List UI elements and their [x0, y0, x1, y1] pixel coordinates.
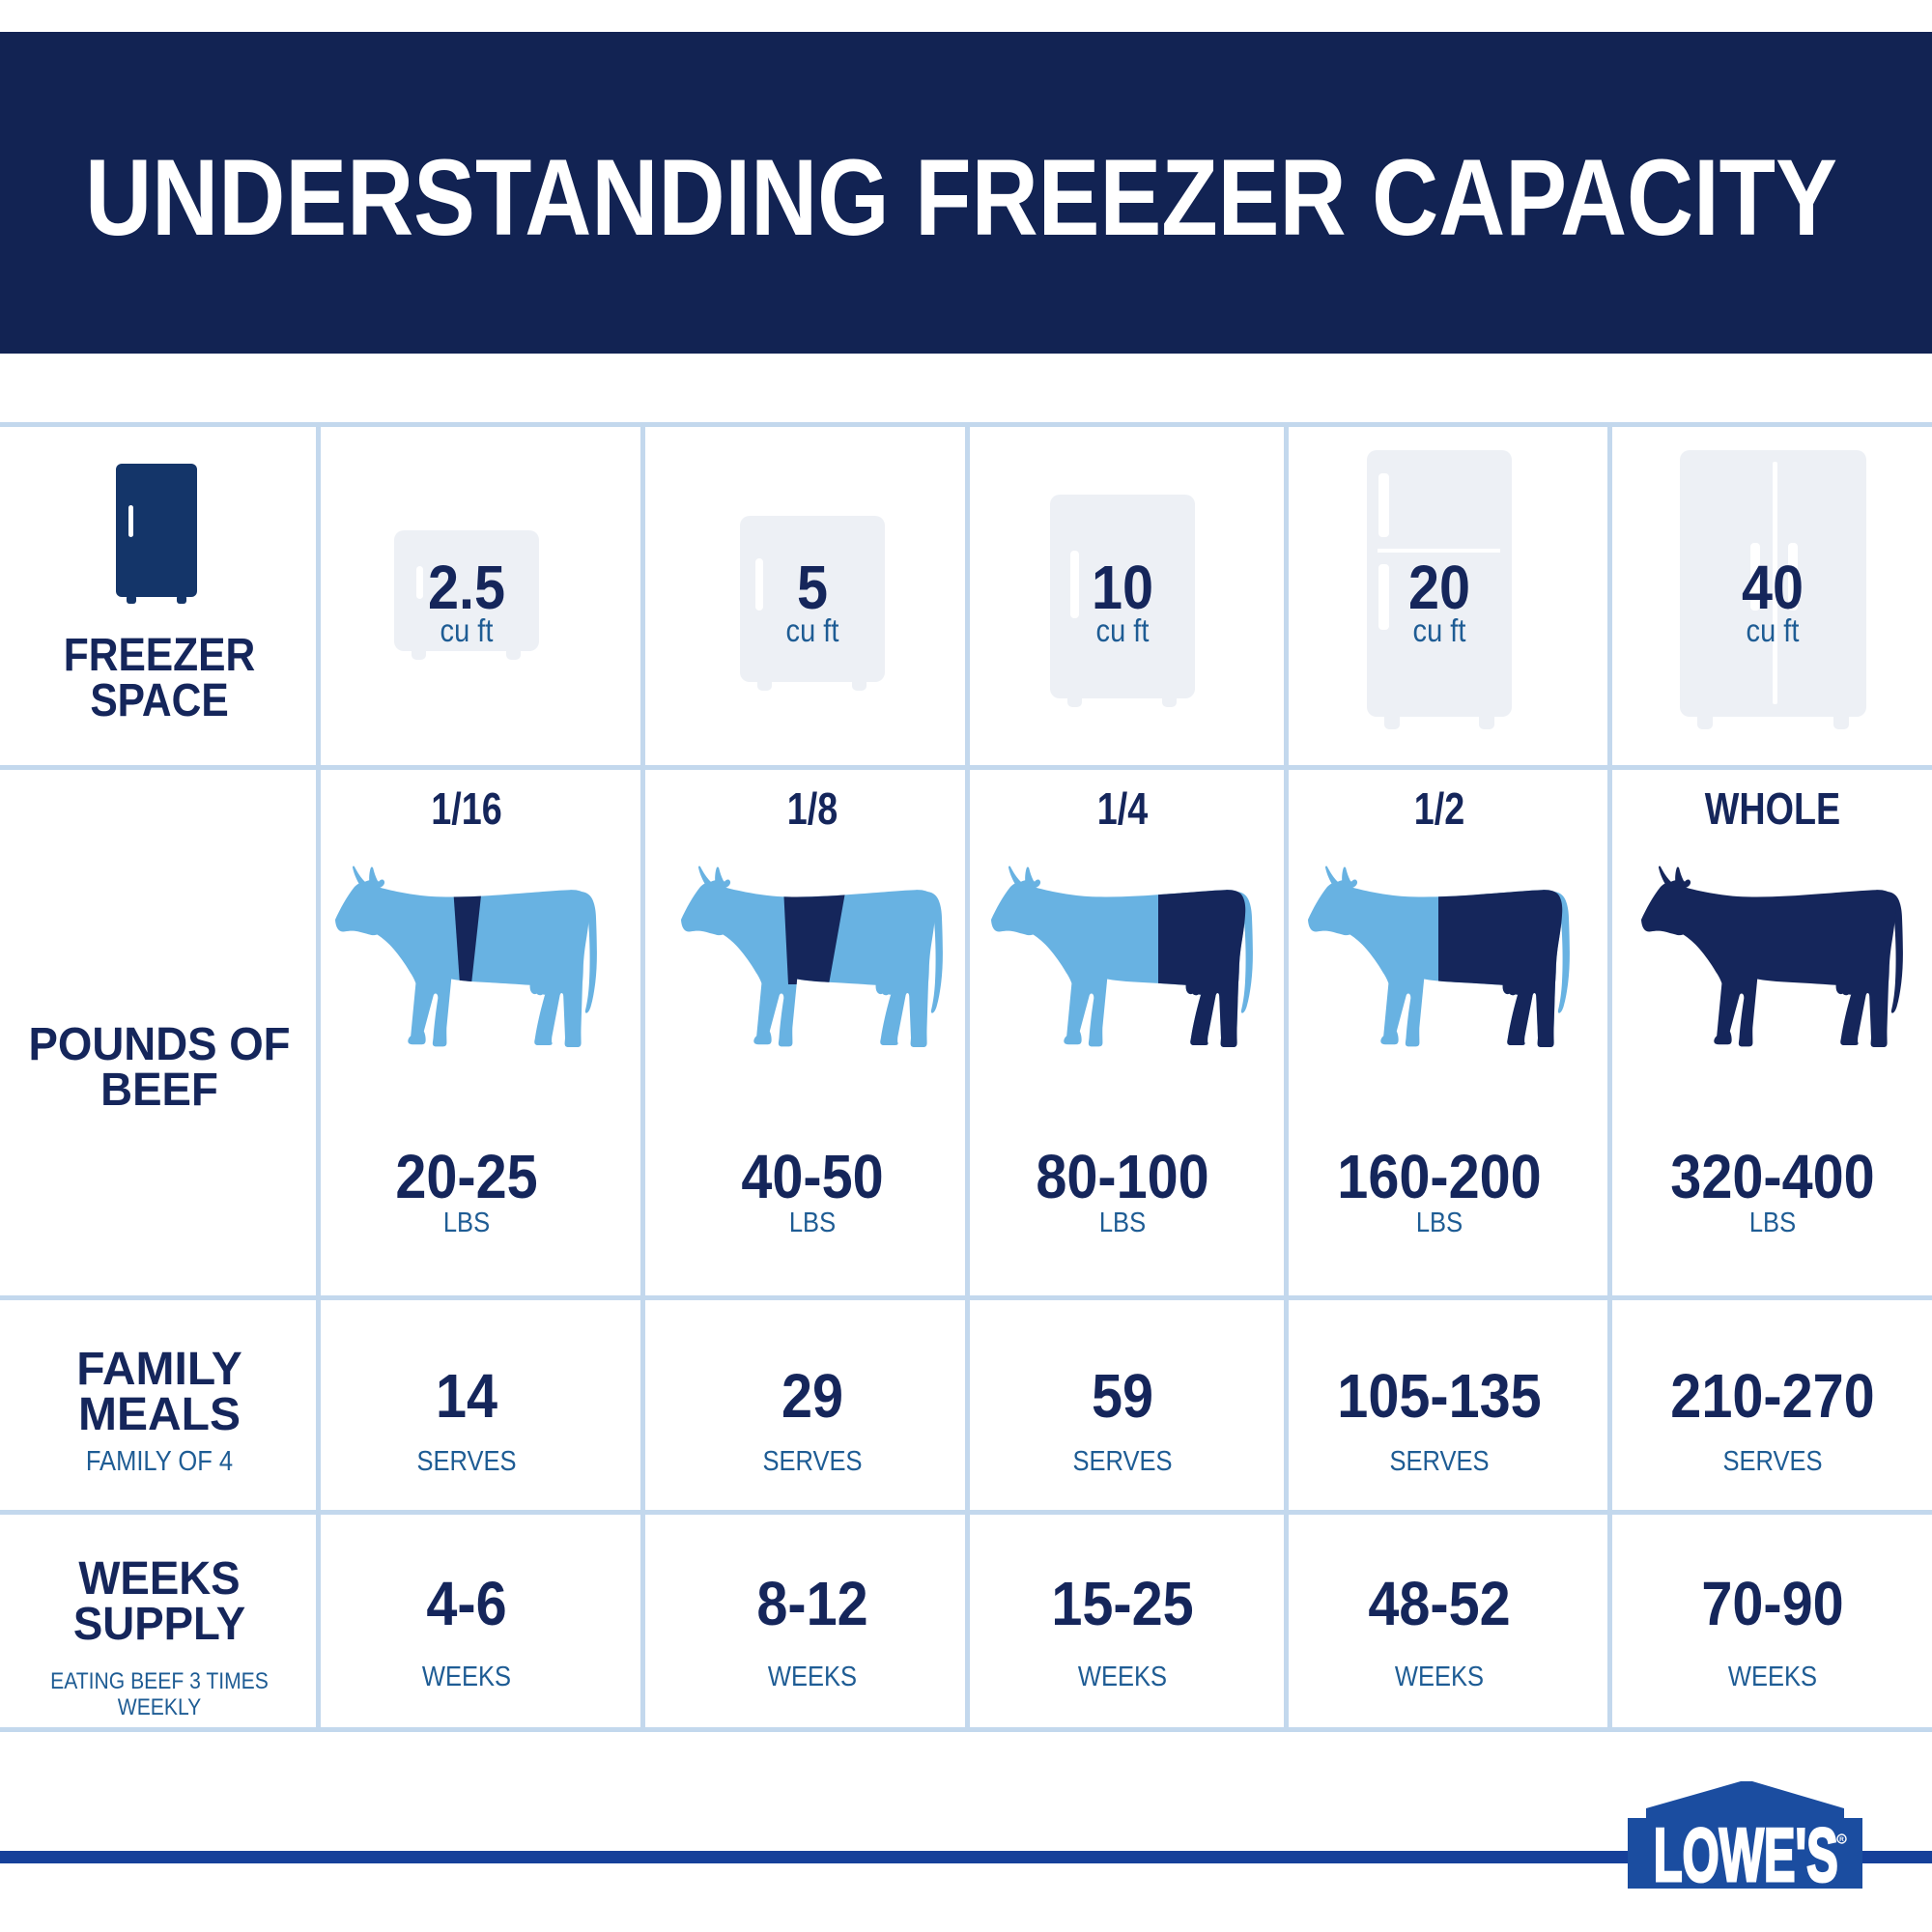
- svg-text:R: R: [1839, 1836, 1844, 1843]
- svg-text:LOWE'S: LOWE'S: [1654, 1812, 1838, 1889]
